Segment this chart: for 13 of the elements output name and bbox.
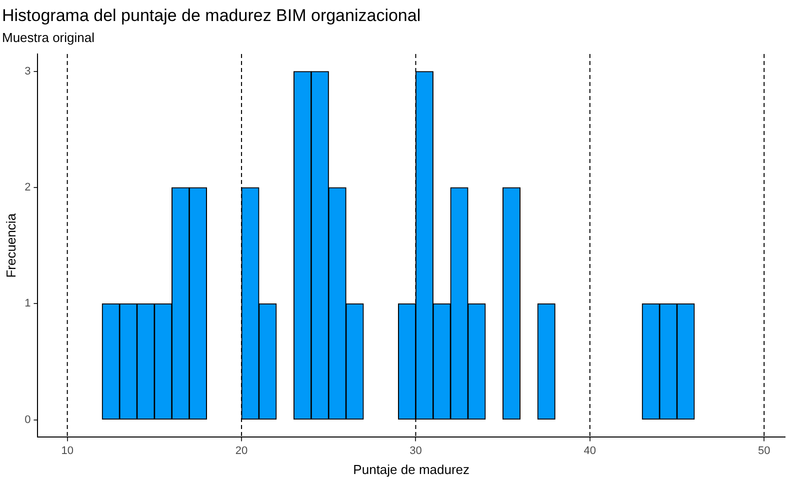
x-axis-title: Puntaje de madurez [353, 462, 470, 477]
y-tick-label: 3 [24, 65, 31, 78]
x-tick-label: 50 [758, 444, 770, 457]
y-axis-title: Frecuencia [3, 212, 18, 278]
x-tick-label: 20 [235, 444, 248, 457]
x-tick-label: 30 [410, 444, 422, 457]
y-tick-label: 0 [24, 414, 31, 426]
y-tick-label: 2 [24, 182, 31, 194]
chart-subtitle: Muestra original [2, 30, 95, 45]
x-tick-label: 10 [61, 444, 74, 457]
chart-title: Histograma del puntaje de madurez BIM organizacional [2, 6, 421, 25]
y-tick-label: 1 [24, 298, 31, 310]
x-tick-label: 40 [584, 444, 596, 457]
